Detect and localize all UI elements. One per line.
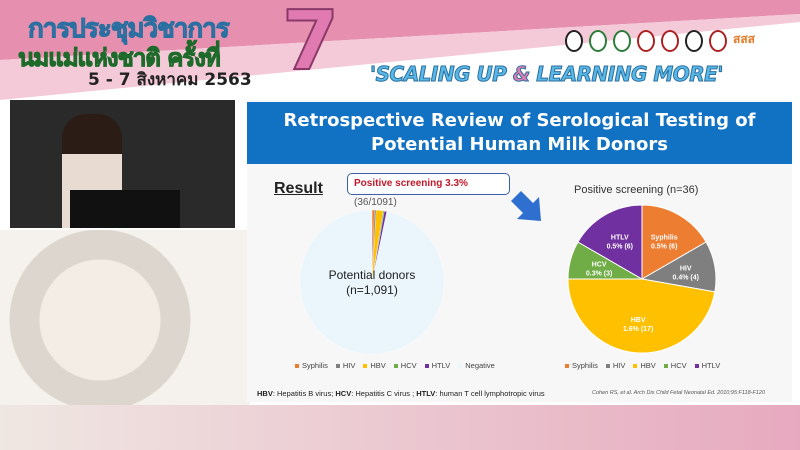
- pie-slice-htlv: [577, 204, 643, 280]
- legend-item: HIV: [605, 361, 625, 370]
- legend-item: HBV: [633, 361, 656, 370]
- logo-icon: [685, 30, 703, 52]
- legend-swatch: [633, 364, 638, 369]
- legend-item: Syphilis: [295, 361, 328, 370]
- conference-title-line1: การประชุมวิชาการ: [28, 14, 231, 45]
- label-line: Potential donors: [328, 268, 416, 282]
- title-line: Retrospective Review of Serological Test…: [283, 110, 756, 131]
- legend-item: HBV: [363, 361, 386, 370]
- presentation-slide: Retrospective Review of Serological Test…: [247, 100, 792, 402]
- speaker-video: [10, 100, 235, 228]
- logo-icon: [589, 30, 607, 52]
- pie-slice-syphilis: [641, 204, 707, 280]
- citation: Cohen RS, et al. Arch Dis Child Fetal Ne…: [592, 390, 766, 396]
- legend-item: HTLV: [694, 361, 720, 370]
- podium: [70, 190, 180, 228]
- pie-slice-hbv: [567, 278, 716, 354]
- legend-swatch: [363, 364, 368, 369]
- fn-text: : human T cell lymphotropic virus: [435, 389, 545, 398]
- legend-swatch: [393, 364, 398, 369]
- fn-abbr: HCV: [335, 389, 352, 398]
- legend-item: HCV: [663, 361, 687, 370]
- slice-value-label: 0.5% (6): [607, 244, 633, 251]
- logo-icon: [565, 30, 583, 52]
- callout-bold: Positive screening 3.3%: [354, 178, 468, 189]
- result-heading: Result: [274, 180, 323, 197]
- pie2-legend: Syphilis HIV HBV HCV HTLV: [565, 361, 720, 370]
- pie1-legend: Syphilis HIV HBV HCV HTLV Negative: [295, 361, 495, 370]
- slice-value-label: 1.6% (17): [623, 326, 653, 333]
- slogan-part: LEARNING MORE': [529, 62, 724, 87]
- title-line: Potential Human Milk Donors: [371, 134, 668, 155]
- conference-banner: การประชุมวิชาการ นมแม่แห่งชาติ ครั้งที่ …: [0, 0, 800, 100]
- pie-charts: Syphilis 0.5% (6) HIV 0.4% (4) HBV 1.6% (17) H…: [299, 204, 717, 355]
- slice-category-label: HTLV: [611, 235, 629, 242]
- slice-category-label: HIV: [680, 265, 692, 272]
- slice-value-label: 0.5% (6): [651, 244, 677, 251]
- legend-item: HTLV: [424, 361, 450, 370]
- conference-edition: 7: [281, 0, 340, 90]
- slogan-part: 'SCALING UP: [370, 62, 513, 87]
- legend-swatch: [335, 364, 340, 369]
- logo-icon: [637, 30, 655, 52]
- pie2-title: Positive screening (n=36): [574, 184, 699, 196]
- logo-icon: [661, 30, 679, 52]
- legend-item: HCV: [393, 361, 417, 370]
- legend-swatch: [663, 364, 668, 369]
- pie1-center-label: Potential donors (n=1,091): [317, 268, 427, 298]
- thaihealth-logo: สสส: [733, 30, 755, 52]
- conference-title-line2: นมแม่แห่งชาติ ครั้งที่: [18, 44, 222, 73]
- legend-item: HIV: [335, 361, 355, 370]
- slice-value-label: 0.3% (3): [586, 271, 612, 278]
- slide-title: Retrospective Review of Serological Test…: [247, 102, 792, 164]
- legend-swatch: [694, 364, 699, 369]
- callout-rest: (36/1091): [354, 197, 397, 208]
- slice-value-label: 0.4% (4): [672, 274, 698, 281]
- logo-icon: [709, 30, 727, 52]
- sponsor-logos: สสส: [565, 30, 755, 52]
- legend-swatch: [424, 364, 429, 369]
- fn-text: : Hepatitis B virus;: [272, 389, 336, 398]
- bottom-band: [0, 405, 800, 450]
- conference-dates: 5 - 7 สิงหาคม 2563: [88, 70, 252, 90]
- slogan: 'SCALING UP & LEARNING MORE': [370, 62, 724, 87]
- positive-callout: Positive screening 3.3% (36/1091): [347, 173, 510, 208]
- slice-category-label: HBV: [631, 317, 646, 324]
- legend-swatch: [565, 364, 569, 369]
- pie-slice-negative: [299, 209, 445, 355]
- slice-category-label: Syphilis: [651, 235, 678, 242]
- arrow-icon: [511, 191, 541, 221]
- legend-swatch: [458, 364, 463, 369]
- footnote: HBV: Hepatitis B virus; HCV: Hepatitis C…: [257, 389, 545, 398]
- legend-item: Negative: [458, 361, 495, 370]
- slice-category-label: HCV: [592, 262, 607, 269]
- label-line: (n=1,091): [346, 283, 398, 297]
- fn-abbr: HTLV: [416, 389, 436, 398]
- logo-icon: [613, 30, 631, 52]
- legend-swatch: [295, 364, 299, 369]
- fn-text: : Hepatitis C virus ;: [351, 389, 417, 398]
- legend-swatch: [605, 364, 610, 369]
- background-photo: [0, 230, 250, 420]
- fn-abbr: HBV: [257, 389, 273, 398]
- slogan-amp: &: [512, 62, 530, 87]
- legend-item: Syphilis: [565, 361, 598, 370]
